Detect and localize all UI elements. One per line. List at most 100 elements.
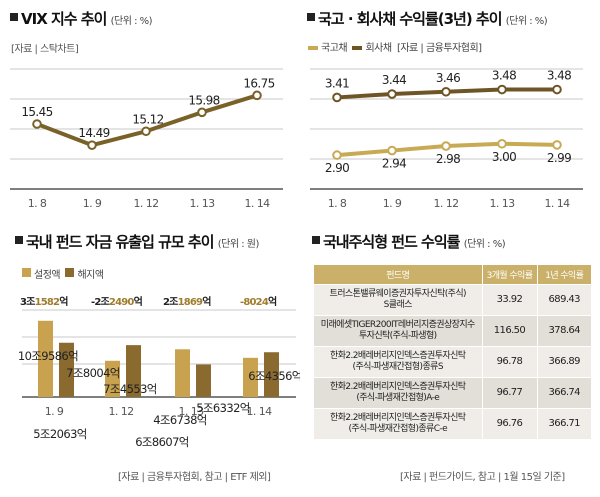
legend-swatch-subscription xyxy=(22,268,31,277)
bar-설정액 xyxy=(105,360,120,397)
data-label: 2.99 xyxy=(547,151,571,165)
data-label: 14.49 xyxy=(78,126,109,140)
table-row: 미래에셋TIGER200IT레버리지증권상장지수 투자신탁(주식-파생형) 116… xyxy=(314,314,591,346)
data-label: 3.48 xyxy=(492,69,516,83)
data-point xyxy=(552,84,562,95)
data-point xyxy=(141,126,151,137)
x-tick-label: 1. 8 xyxy=(28,197,47,210)
fundflow-legend: 설정액 해지액 xyxy=(22,266,104,281)
table-row: 트러스톤밸류웨이증권자투자신탁(주식) S클래스 33.92 689.43 xyxy=(314,283,591,315)
vix-chart-title: VIX 지수 추이 (단위 : %) xyxy=(10,8,153,29)
title-bullet-icon xyxy=(15,236,23,244)
return-1y-cell: 366.74 xyxy=(537,376,591,408)
data-label: 6조8607억 xyxy=(135,435,189,449)
fund-returns-table: 펀드명 3개월 수익률 1년 수익률 트러스톤밸류웨이증권자투자신탁(주식) S클… xyxy=(314,265,591,439)
data-point xyxy=(441,86,451,97)
data-label: 3.46 xyxy=(436,71,460,85)
data-label: 2.90 xyxy=(325,161,349,175)
bar-해지액 xyxy=(126,345,141,397)
fund-name-cell: 한화2.2배레버리지인덱스증권투자신탁 (주식-파생재간접형)종류S xyxy=(314,345,483,377)
data-point xyxy=(497,138,507,149)
x-tick-label: 1. 12 xyxy=(109,405,134,418)
return-3m-cell: 96.76 xyxy=(482,407,538,439)
net-flow-1: 3조1582억 xyxy=(20,297,68,308)
bond-chart: 1. 8 1. 9 1. 12 1. 13 1. 14 3.41 3.44 3.46 3.48 3… xyxy=(310,68,583,210)
data-label: 16.75 xyxy=(243,76,274,90)
data-label: 3.44 xyxy=(382,73,406,87)
fundflow-source: [자료 | 금융투자협회, 참고 | ETF 제외] xyxy=(118,472,271,483)
data-label: 2.98 xyxy=(436,152,460,166)
x-tick-label: 1. 14 xyxy=(545,197,571,210)
x-tick-label: 1. 13 xyxy=(179,405,205,418)
data-label: 3.41 xyxy=(325,76,349,90)
data-label: 7조8004억 xyxy=(66,366,120,380)
return-1y-cell: 366.89 xyxy=(537,345,591,377)
fund-name-cell: 트러스톤밸류웨이증권자투자신탁(주식) S클래스 xyxy=(314,283,483,315)
return-1y-cell: 689.43 xyxy=(537,283,591,315)
x-tick-label: 1. 13 xyxy=(490,197,516,210)
return-1y-cell: 378.64 xyxy=(537,314,591,346)
data-point xyxy=(332,92,342,103)
fund-name-cell: 미래에셋TIGER200IT레버리지증권상장지수 투자신탁(주식-파생형) xyxy=(314,314,483,346)
net-flow-4: -8024억 xyxy=(240,297,277,308)
data-label: 3.00 xyxy=(492,150,516,164)
fundflow-chart-title: 국내 펀드 자금 유출입 규모 추이 (단위 : 원) xyxy=(15,231,259,252)
vix-unit: (단위 : %) xyxy=(110,16,153,27)
return-3m-cell: 116.50 xyxy=(482,314,538,346)
data-label: 15.12 xyxy=(132,112,163,126)
data-point xyxy=(497,84,507,95)
legend-item-subscription: 설정액 xyxy=(22,268,61,281)
data-point xyxy=(252,90,262,101)
bar-해지액 xyxy=(196,364,211,397)
x-tick-label: 1. 8 xyxy=(328,197,347,210)
return-3m-cell: 33.92 xyxy=(482,283,538,315)
bar-해지액 xyxy=(59,342,74,397)
x-tick-label: 1. 12 xyxy=(434,197,459,210)
legend-item-treasury: 국고채 xyxy=(308,43,348,54)
table-header-row: 펀드명 3개월 수익률 1년 수익률 xyxy=(314,265,591,284)
header-fund-name: 펀드명 xyxy=(314,265,483,284)
net-flow-2: -2조2490억 xyxy=(91,297,143,308)
fundflow-chart: 1. 9 1. 12 1. 13 1. 14 10조9586억 5조2063억 6조8607… xyxy=(18,309,300,449)
data-point xyxy=(87,140,97,150)
return-1y-cell: 366.71 xyxy=(537,407,591,439)
header-1y-return: 1년 수익률 xyxy=(537,265,591,284)
fund-name-cell: 한화2.2배레버리지인덱스증권투자신탁 (주식-파생재간접형)종류C-e xyxy=(314,407,483,439)
data-point xyxy=(387,145,397,156)
x-tick-label: 1. 9 xyxy=(45,405,64,418)
title-bullet-icon xyxy=(307,13,315,21)
legend-swatch-redemption xyxy=(65,268,75,277)
data-point xyxy=(387,89,397,99)
data-label: 2.94 xyxy=(382,157,406,171)
data-label: 7조4553억 xyxy=(103,382,157,396)
funds-unit: (단위 : %) xyxy=(463,239,506,250)
legend-swatch-treasury xyxy=(308,46,318,50)
bar-해지액 xyxy=(264,352,279,397)
x-tick-label: 1. 9 xyxy=(383,197,402,210)
table-row: 한화2.2배레버리지인덱스증권투자신탁 (주식-파생재간접형)종류S 96.78 … xyxy=(314,345,591,377)
data-label: 5조2063억 xyxy=(33,427,87,441)
x-tick-label: 1. 13 xyxy=(190,197,216,210)
bar-설정액 xyxy=(38,320,53,397)
bond-chart-title: 국고 · 회사채 수익률(3년) 추이 (단위 : %) xyxy=(307,8,548,29)
data-point xyxy=(197,107,207,118)
data-point xyxy=(552,140,562,150)
header-3m-return: 3개월 수익률 xyxy=(482,265,538,284)
bar-설정액 xyxy=(243,357,258,397)
data-label: 10조9586억 xyxy=(18,349,78,363)
title-bullet-icon xyxy=(10,13,18,21)
net-flow-3: 2조1869억 xyxy=(163,297,211,308)
return-3m-cell: 96.78 xyxy=(482,345,538,377)
funds-table-title: 국내주식형 펀드 수익률 (단위 : %) xyxy=(312,231,506,252)
funds-source: [자료 | 펀드가이드, 참고 | 1월 15일 기준] xyxy=(400,472,565,483)
vix-chart: 1. 8 1. 9 1. 12 1. 13 1. 14 15.45 14.49 15.12 15… xyxy=(10,68,283,210)
return-3m-cell: 96.77 xyxy=(482,376,538,408)
data-point xyxy=(32,119,42,129)
table-row: 한화2.2배레버리지인덱스증권투자신탁 (주식-파생재간접형)A-e 96.77 … xyxy=(314,376,591,408)
bar-설정액 xyxy=(175,349,190,397)
bond-unit: (단위 : %) xyxy=(505,16,548,27)
x-tick-label: 1. 9 xyxy=(83,197,102,210)
data-label: 6조4356억 xyxy=(248,369,300,383)
legend-item-redemption: 해지액 xyxy=(65,268,104,281)
data-label: 3.48 xyxy=(547,69,571,83)
